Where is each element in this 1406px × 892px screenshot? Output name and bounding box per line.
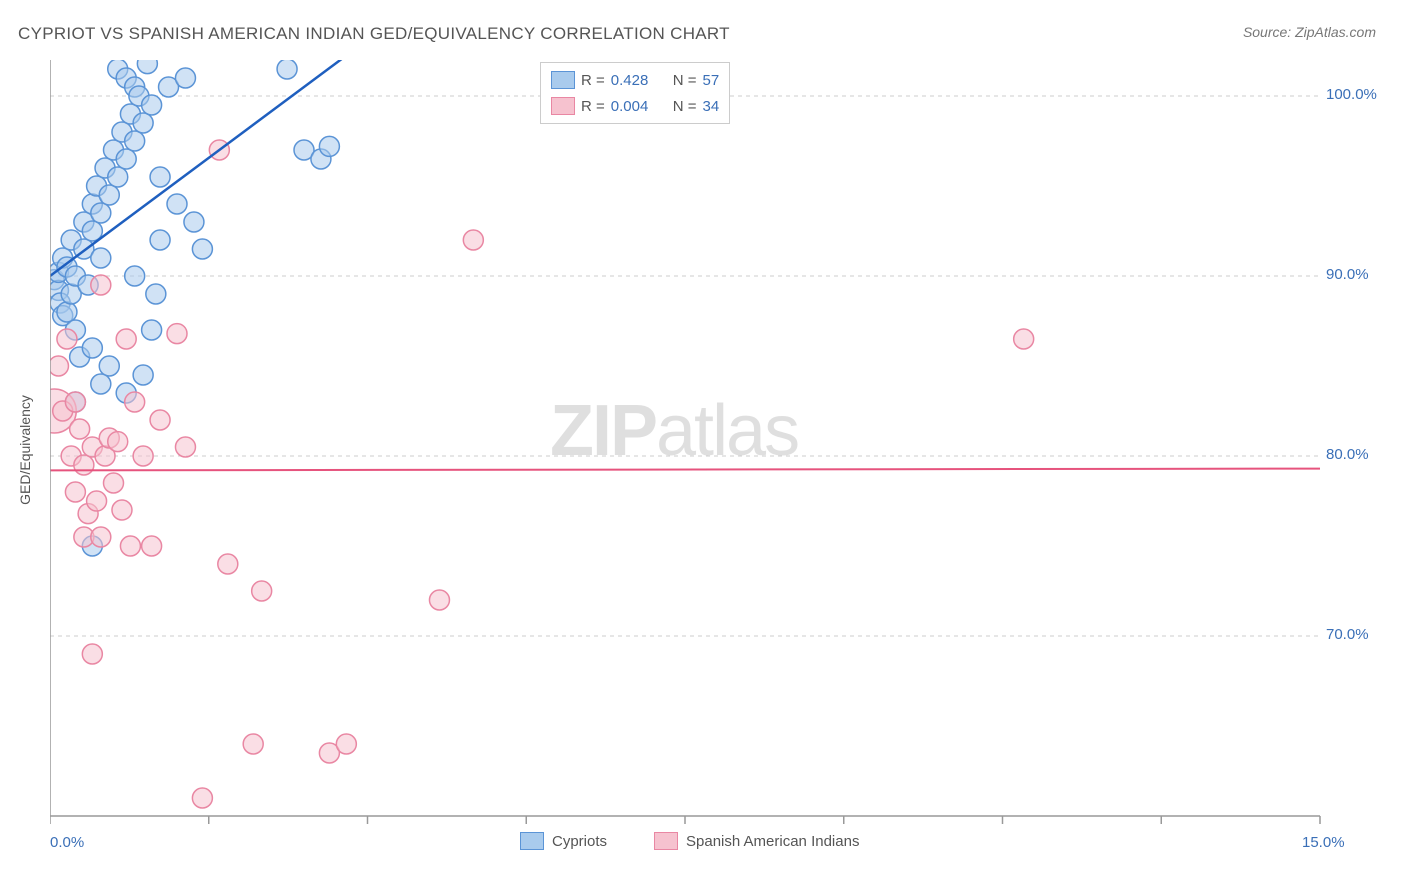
chart-title: CYPRIOT VS SPANISH AMERICAN INDIAN GED/E… xyxy=(18,24,730,44)
bottom-legend-item: Spanish American Indians xyxy=(654,832,859,850)
r-value: 0.004 xyxy=(611,98,667,115)
n-label: N = xyxy=(673,72,697,89)
chart-area: GED/Equivalency ZIPatlas R =0.428N =57R … xyxy=(50,60,1376,840)
legend-swatch xyxy=(520,832,544,850)
y-tick-label: 90.0% xyxy=(1326,266,1369,283)
bottom-legend-item: Cypriots xyxy=(520,832,607,850)
y-tick-label: 70.0% xyxy=(1326,626,1369,643)
legend-swatch xyxy=(654,832,678,850)
y-tick-label: 80.0% xyxy=(1326,446,1369,463)
stats-legend-row: R = 0.428 N = 57 xyxy=(551,67,719,93)
x-tick-label: 0.0% xyxy=(50,834,84,851)
stats-legend: R = 0.428 N = 57 R = 0.004 N = 34 xyxy=(540,62,730,124)
y-axis-label: GED/Equivalency xyxy=(17,395,33,505)
legend-swatch xyxy=(551,71,575,89)
r-label: R = xyxy=(581,72,605,89)
n-value: 57 xyxy=(703,72,720,89)
legend-label: Cypriots xyxy=(552,833,607,850)
n-label: N = xyxy=(673,98,697,115)
y-tick-label: 100.0% xyxy=(1326,86,1377,103)
legend-swatch xyxy=(551,97,575,115)
legend-label: Spanish American Indians xyxy=(686,833,859,850)
source-label: Source: ZipAtlas.com xyxy=(1243,24,1376,40)
scatter-plot xyxy=(50,60,1376,840)
x-tick-label: 15.0% xyxy=(1302,834,1345,851)
n-value: 34 xyxy=(703,98,720,115)
stats-legend-row: R = 0.004 N = 34 xyxy=(551,93,719,119)
r-label: R = xyxy=(581,98,605,115)
r-value: 0.428 xyxy=(611,72,667,89)
